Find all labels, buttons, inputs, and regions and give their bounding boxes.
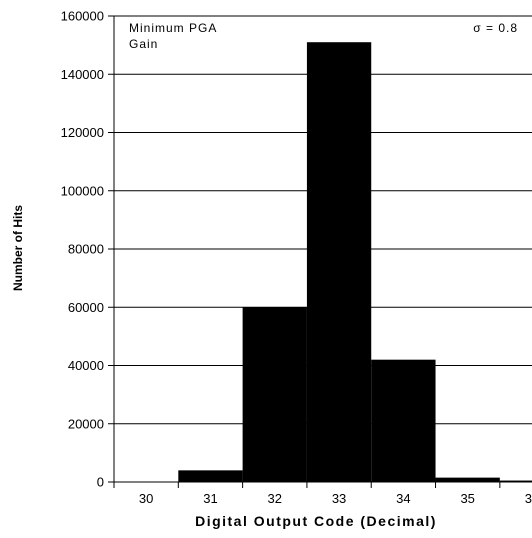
bar	[499, 480, 532, 482]
x-tick-label: 33	[332, 491, 346, 506]
bar	[178, 470, 243, 482]
y-tick-label: 140000	[61, 67, 104, 82]
y-tick-label: 160000	[61, 9, 104, 24]
sigma-annotation: σ = 0.8	[473, 21, 518, 35]
y-tick-labels: 0 20000 40000 60000 80000 100000 120000 140000 1…	[61, 9, 104, 490]
bar	[435, 477, 500, 482]
annotation-line-2: Gain	[129, 37, 158, 51]
bars	[178, 42, 532, 483]
y-tick-label: 80000	[68, 242, 104, 257]
bar	[306, 42, 372, 483]
bar	[371, 359, 436, 482]
y-tick-label: 120000	[61, 125, 104, 140]
x-tick-label: 34	[396, 491, 410, 506]
x-tick-label: 35	[460, 491, 474, 506]
y-tick-label: 100000	[61, 183, 104, 198]
x-tick-label: 30	[139, 491, 153, 506]
x-tick-label: 32	[268, 491, 282, 506]
x-axis-title: Digital Output Code (Decimal)	[195, 513, 437, 529]
y-tick-label: 60000	[68, 300, 104, 315]
annotation-line-1: Minimum PGA	[129, 21, 217, 35]
x-tick-label: 31	[203, 491, 217, 506]
y-tick-label: 20000	[68, 416, 104, 431]
axes	[108, 15, 532, 488]
x-tick-labels: 30 31 32 33 34 35 36	[139, 491, 532, 506]
y-tick-label: 0	[97, 475, 104, 490]
y-tick-label: 40000	[68, 358, 104, 373]
bar	[242, 307, 307, 482]
x-tick-label: 36	[525, 491, 532, 506]
y-axis-title: Number of Hits	[11, 205, 25, 291]
